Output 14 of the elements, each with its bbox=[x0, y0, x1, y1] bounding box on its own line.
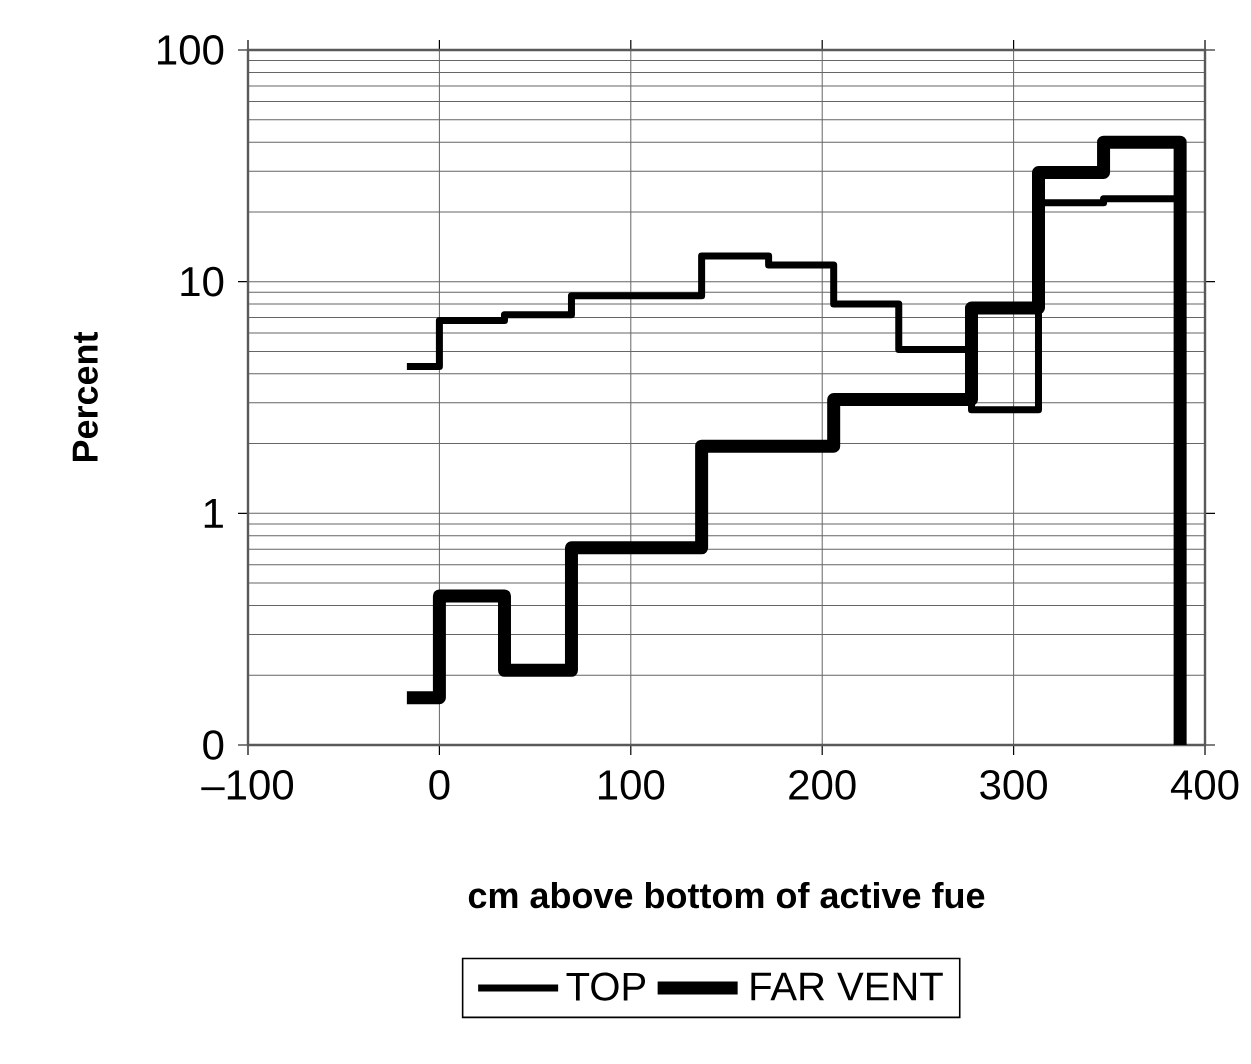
x-tick-label: 100 bbox=[598, 770, 665, 800]
x-axis-title: cm above bottom of active fue bbox=[468, 881, 985, 909]
y-tick-label: 0 bbox=[203, 730, 224, 760]
x-tick-label: 0 bbox=[429, 770, 450, 800]
x-tick-label: 400 bbox=[1170, 770, 1239, 800]
y-tick-label: 100 bbox=[158, 35, 224, 65]
legend-label: TOP bbox=[566, 972, 646, 1001]
legend-label: FAR VENT bbox=[751, 972, 943, 1001]
y-tick-label: 1 bbox=[204, 498, 223, 528]
x-tick-label: –100 bbox=[201, 770, 294, 800]
y-tick-label: 10 bbox=[181, 266, 224, 297]
x-tick-label: 300 bbox=[980, 770, 1047, 800]
x-tick-label: 200 bbox=[789, 770, 856, 800]
y-axis-title: Percent bbox=[72, 331, 98, 462]
